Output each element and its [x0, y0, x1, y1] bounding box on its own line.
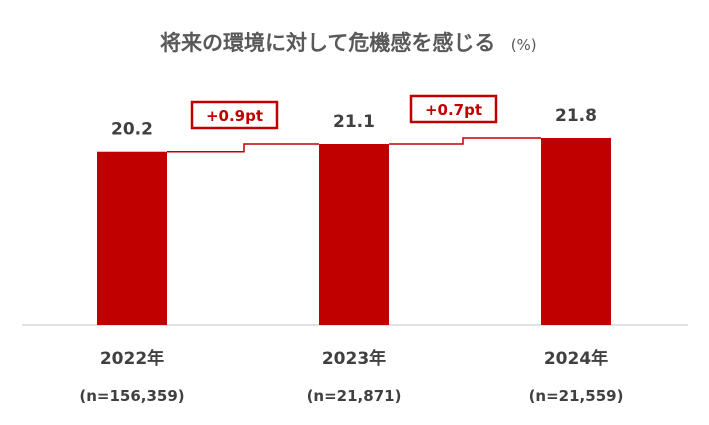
chart-title-main: 将来の環境に対して危機感を感じる: [160, 31, 495, 55]
chart-title: 将来の環境に対して危機感を感じる (%): [160, 31, 537, 55]
chart-title-unit: (%): [511, 36, 537, 54]
category-label-1: 2023年: [322, 348, 386, 369]
change-label-1: +0.7pt: [425, 101, 482, 119]
sample-size-label-1: (n=21,871): [307, 387, 402, 405]
sample-size-label-0: (n=156,359): [79, 387, 184, 405]
change-label-0: +0.9pt: [206, 107, 263, 125]
change-badge-0: [190, 100, 279, 130]
change-connector-1: [389, 137, 541, 145]
labels: 20.2 2022年 (n=156,359) 21.1 2023年 (n=21,871) 2…: [79, 106, 623, 405]
bars: [97, 138, 611, 325]
bar-1: [319, 144, 389, 325]
change-badge-1: [409, 94, 498, 124]
bar-2: [541, 138, 611, 325]
change-connector-0: [167, 143, 319, 153]
bar-value-label-1: 21.1: [333, 112, 375, 132]
category-label-0: 2022年: [100, 348, 164, 369]
category-label-2: 2024年: [544, 348, 608, 369]
bar-value-label-2: 21.8: [555, 106, 597, 126]
sample-size-label-2: (n=21,559): [529, 387, 624, 405]
bar-value-label-0: 20.2: [111, 120, 153, 140]
bar-0: [97, 151, 167, 325]
change-connectors: +0.9pt +0.7pt: [167, 94, 541, 153]
